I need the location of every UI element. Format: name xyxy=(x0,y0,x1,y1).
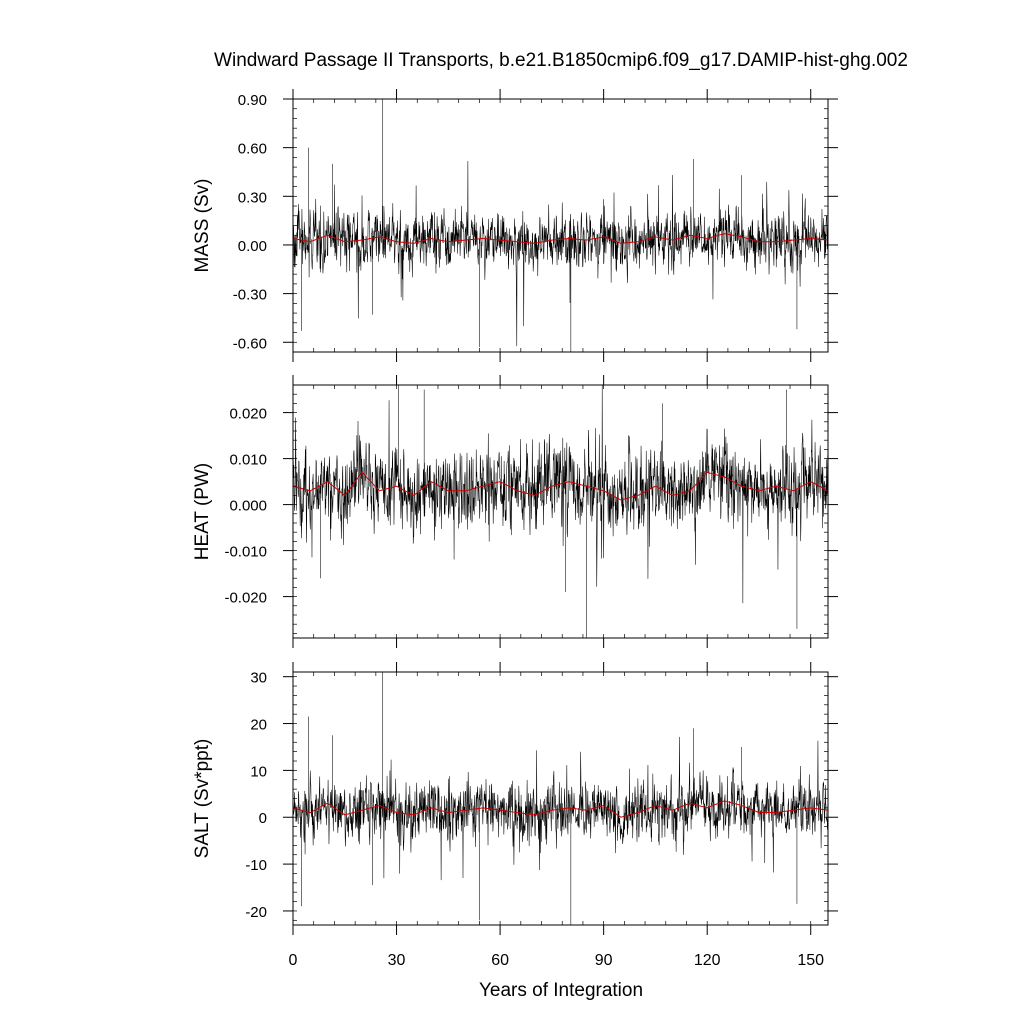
x-tick-label: 0 xyxy=(289,952,298,969)
y-tick-label: 0.020 xyxy=(229,406,267,423)
y-tick-label: 0.60 xyxy=(238,141,267,158)
x-axis-label: Years of Integration xyxy=(479,980,643,1001)
y-tick-label: 30 xyxy=(250,670,267,687)
y-tick-label: -0.020 xyxy=(224,590,267,607)
smoothed-series-mass xyxy=(293,233,828,244)
y-tick-label: -20 xyxy=(245,904,267,921)
y-axis-label: MASS (Sv) xyxy=(192,179,213,273)
figure-title: Windward Passage II Transports, b.e21.B1… xyxy=(214,50,908,71)
x-tick-label: 30 xyxy=(388,952,406,969)
y-tick-label: 0.000 xyxy=(229,498,267,515)
y-tick-label: -0.60 xyxy=(233,335,267,352)
y-tick-label: 20 xyxy=(250,717,267,734)
x-tick-label: 60 xyxy=(491,952,509,969)
y-tick-label: 0.30 xyxy=(238,189,267,206)
y-tick-label: 0.00 xyxy=(238,238,267,255)
panel-mass: -0.60 -0.30 0.00 0.30 0.60 0.90 MASS (Sv) xyxy=(192,89,838,362)
y-axis-label: SALT (Sv*ppt) xyxy=(192,739,213,859)
smoothed-series-salt xyxy=(293,800,828,818)
raw-series-mass xyxy=(293,99,828,352)
plot-frame-heat xyxy=(292,384,829,639)
panel-salt: -20 -10 0 10 20 30 SALT (Sv*ppt) xyxy=(192,662,838,935)
y-tick-label: -0.010 xyxy=(224,544,267,561)
y-tick-label: -10 xyxy=(245,857,267,874)
x-axis: 0 30 60 90 120 150 xyxy=(289,952,825,969)
x-tick-label: 120 xyxy=(694,952,721,969)
y-tick-label: -0.30 xyxy=(233,287,267,304)
y-tick-label: 0.90 xyxy=(238,92,267,109)
y-axis-label: HEAT (PW) xyxy=(192,463,213,560)
panel-heat: -0.020 -0.010 0.000 0.010 0.020 HEAT (PW) xyxy=(192,375,838,648)
raw-series-heat xyxy=(293,385,828,638)
raw-series-salt xyxy=(293,672,828,925)
smoothed-series-heat xyxy=(293,471,828,501)
x-tick-label: 90 xyxy=(595,952,613,969)
x-tick-label: 150 xyxy=(797,952,824,969)
y-tick-label: 0.010 xyxy=(229,452,267,469)
y-tick-label: 10 xyxy=(250,763,267,780)
y-tick-label: 0 xyxy=(259,810,267,827)
